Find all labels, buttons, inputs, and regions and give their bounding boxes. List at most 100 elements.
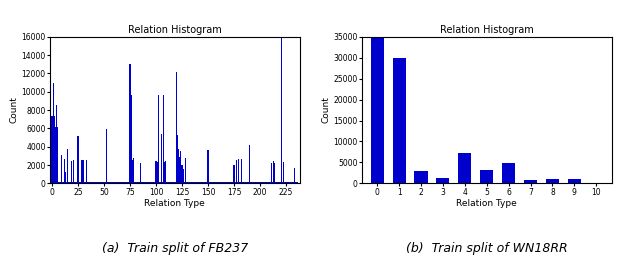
Bar [256, 182, 258, 183]
Bar [55, 127, 56, 183]
Bar [138, 182, 139, 183]
Bar [195, 182, 196, 183]
Bar [139, 182, 140, 183]
Bar [244, 182, 245, 183]
Bar [149, 182, 150, 183]
Bar [125, 182, 126, 183]
Bar [104, 182, 105, 183]
Bar [294, 168, 295, 183]
Bar [59, 182, 60, 183]
Bar [70, 182, 71, 183]
Bar [242, 182, 243, 183]
Bar [188, 182, 190, 183]
Bar [182, 169, 183, 183]
Bar [92, 182, 93, 183]
Bar [79, 182, 80, 183]
Bar [57, 182, 59, 183]
Bar [154, 182, 155, 183]
Bar [275, 182, 276, 183]
Bar [243, 182, 244, 183]
Bar [121, 182, 122, 183]
Bar [143, 182, 144, 183]
Bar [72, 182, 74, 183]
Bar [257, 182, 258, 183]
Bar [145, 182, 146, 183]
Bar [100, 182, 101, 183]
Bar [111, 182, 112, 183]
Bar [136, 182, 137, 183]
Bar [291, 182, 292, 183]
Bar [87, 182, 88, 183]
Bar [205, 182, 207, 183]
Bar [162, 182, 163, 183]
Bar [177, 135, 178, 183]
Bar [251, 182, 252, 183]
Bar [51, 116, 52, 183]
Bar [269, 182, 270, 183]
Y-axis label: Count: Count [10, 97, 19, 123]
Bar [246, 182, 247, 183]
Bar [168, 182, 169, 183]
Bar [296, 182, 297, 183]
Bar [218, 182, 219, 183]
Bar [73, 160, 74, 183]
Bar [146, 182, 147, 183]
Bar [265, 182, 266, 183]
Bar [371, 37, 384, 183]
Bar [157, 95, 158, 183]
Bar [119, 182, 120, 183]
Bar [122, 182, 124, 183]
Bar [116, 182, 117, 183]
Bar [64, 159, 65, 183]
Bar [268, 182, 269, 183]
Bar [56, 105, 57, 183]
Bar [194, 182, 195, 183]
Bar [261, 182, 263, 183]
Bar [220, 182, 221, 183]
Bar [147, 182, 148, 183]
Bar [546, 179, 559, 183]
Bar [276, 182, 277, 183]
Bar [236, 182, 238, 183]
Bar [80, 160, 82, 183]
Bar [258, 182, 260, 183]
Bar [227, 182, 228, 183]
Bar [167, 182, 168, 183]
Bar [260, 182, 261, 183]
Bar [216, 182, 217, 183]
Bar [170, 182, 171, 183]
Bar [197, 182, 198, 183]
Bar [66, 182, 67, 183]
Bar [277, 182, 278, 183]
Bar [226, 182, 227, 183]
Bar [524, 181, 537, 183]
Bar [89, 182, 90, 183]
Bar [173, 182, 174, 183]
Bar [95, 182, 96, 183]
Bar [112, 182, 113, 183]
Bar [217, 182, 218, 183]
Bar [201, 182, 202, 183]
Bar [230, 182, 232, 183]
Bar [110, 182, 111, 183]
Bar [293, 182, 294, 183]
Title: Relation Histogram: Relation Histogram [440, 25, 534, 35]
Bar [198, 182, 199, 183]
Bar [113, 182, 114, 183]
Bar [207, 150, 208, 183]
Bar [178, 149, 180, 183]
Bar [200, 182, 201, 183]
Bar [135, 182, 136, 183]
Bar [193, 182, 194, 183]
Bar [223, 182, 224, 183]
Bar [263, 182, 264, 183]
Bar [74, 182, 76, 183]
Bar [183, 182, 185, 183]
Bar [52, 83, 54, 183]
Bar [245, 182, 246, 183]
Bar [163, 162, 165, 183]
Bar [77, 136, 79, 183]
Bar [161, 134, 162, 183]
Bar [134, 182, 135, 183]
Bar [97, 182, 99, 183]
